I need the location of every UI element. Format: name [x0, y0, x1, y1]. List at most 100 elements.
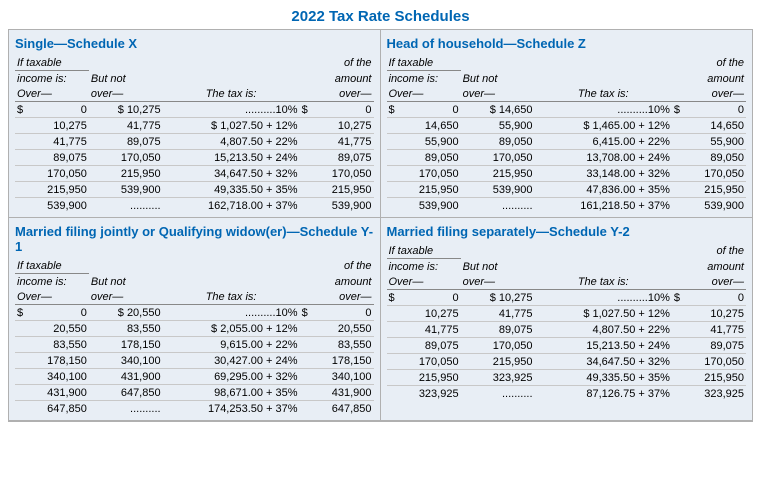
currency-symbol [15, 321, 26, 337]
over-to: 340,100 [99, 353, 162, 369]
currency-symbol [300, 134, 311, 150]
amount-over: 10,275 [310, 118, 373, 134]
hdr-income-is: income is: [387, 259, 461, 275]
tax-formula: 161,218.50 + 37% [535, 198, 672, 214]
currency-symbol [672, 370, 683, 386]
amount-over: 340,100 [310, 369, 373, 385]
over-to: .......... [99, 401, 162, 417]
table-row: 20,550 83,550 $ 2,055.00 + 12% 20,550 [15, 321, 374, 337]
over-to: 431,900 [99, 369, 162, 385]
currency-symbol [89, 182, 100, 198]
currency-symbol [300, 369, 311, 385]
tax-formula: 15,213.50 + 24% [163, 150, 300, 166]
table-row: 170,050 215,950 34,647.50 + 32% 170,050 [15, 166, 374, 182]
hdr-over3: over— [672, 274, 746, 290]
over-from: 0 [26, 102, 89, 118]
amount-over: 89,050 [683, 150, 746, 166]
table-row: 89,075 170,050 15,213.50 + 24% 89,075 [387, 338, 747, 354]
over-to: 215,950 [99, 166, 162, 182]
tax-table: If taxable of the income is: But not amo… [387, 243, 747, 401]
tax-formula: 47,836.00 + 35% [535, 182, 672, 198]
currency-symbol [461, 102, 472, 118]
currency-symbol [672, 322, 683, 338]
over-to: $ 14,650 [471, 102, 534, 118]
tax-formula: ..........10% [163, 102, 300, 118]
currency-symbol [672, 182, 683, 198]
hdr-over3: over— [300, 86, 374, 102]
over-from: 170,050 [397, 166, 460, 182]
hdr-over2: over— [89, 86, 163, 102]
table-row: $ 0 $ 20,550 ..........10% $ 0 [15, 305, 374, 321]
hdr-amount: amount [300, 71, 374, 87]
currency-symbol [461, 306, 472, 322]
currency-symbol [461, 322, 472, 338]
tax-formula: 98,671.00 + 35% [163, 385, 300, 401]
over-from: 178,150 [26, 353, 89, 369]
currency-symbol: $ [300, 305, 311, 321]
hdr-of-the: of the [672, 55, 746, 71]
table-row: 89,075 170,050 15,213.50 + 24% 89,075 [15, 150, 374, 166]
currency-symbol [387, 134, 398, 150]
currency-symbol [387, 322, 398, 338]
currency-symbol [461, 386, 472, 402]
amount-over: 0 [683, 290, 746, 306]
amount-over: 55,900 [683, 134, 746, 150]
amount-over: 178,150 [310, 353, 373, 369]
over-to: 215,950 [471, 354, 534, 370]
currency-symbol [15, 166, 26, 182]
currency-symbol [89, 305, 100, 321]
hdr-but-not: But not [89, 71, 163, 87]
over-to: 539,900 [99, 182, 162, 198]
table-row: 89,050 170,050 13,708.00 + 24% 89,050 [387, 150, 747, 166]
tax-formula: 4,807.50 + 22% [535, 322, 672, 338]
tax-formula: 174,253.50 + 37% [163, 401, 300, 417]
tax-formula: 34,647.50 + 32% [163, 166, 300, 182]
hdr-over1: Over— [387, 274, 461, 290]
tax-formula: ..........10% [535, 102, 672, 118]
hdr-over1: Over— [15, 289, 89, 305]
currency-symbol [300, 150, 311, 166]
currency-symbol [89, 118, 100, 134]
schedule-title: Head of household—Schedule Z [387, 34, 747, 55]
tax-table: If taxable of the income is: But not amo… [387, 55, 747, 213]
over-from: 0 [397, 102, 460, 118]
hdr-of-the: of the [300, 258, 374, 274]
currency-symbol [89, 150, 100, 166]
currency-symbol [89, 385, 100, 401]
amount-over: 170,050 [683, 166, 746, 182]
over-from: 431,900 [26, 385, 89, 401]
over-from: 170,050 [26, 166, 89, 182]
over-from: 539,900 [397, 198, 460, 214]
table-row: 431,900 647,850 98,671.00 + 35% 431,900 [15, 385, 374, 401]
over-to: 170,050 [99, 150, 162, 166]
currency-symbol [387, 306, 398, 322]
currency-symbol [89, 166, 100, 182]
hdr-income-is: income is: [15, 274, 89, 290]
over-from: 10,275 [397, 306, 460, 322]
amount-over: 41,775 [310, 134, 373, 150]
currency-symbol [387, 150, 398, 166]
hdr-over3: over— [672, 86, 746, 102]
amount-over: 89,075 [310, 150, 373, 166]
amount-over: 170,050 [683, 354, 746, 370]
over-to: 55,900 [471, 118, 534, 134]
amount-over: 170,050 [310, 166, 373, 182]
currency-symbol [89, 198, 100, 214]
currency-symbol: $ [300, 102, 311, 118]
currency-symbol [461, 134, 472, 150]
over-from: 89,050 [397, 150, 460, 166]
over-to: 178,150 [99, 337, 162, 353]
over-from: 340,100 [26, 369, 89, 385]
hdr-over2: over— [461, 274, 535, 290]
table-row: 83,550 178,150 9,615.00 + 22% 83,550 [15, 337, 374, 353]
hdr-but-not: But not [461, 259, 535, 275]
tax-formula: ..........10% [163, 305, 300, 321]
hdr-tax-is: The tax is: [535, 86, 672, 102]
currency-symbol [461, 118, 472, 134]
currency-symbol [89, 134, 100, 150]
amount-over: 0 [683, 102, 746, 118]
currency-symbol [672, 134, 683, 150]
amount-over: 20,550 [310, 321, 373, 337]
tax-formula: 33,148.00 + 32% [535, 166, 672, 182]
hdr-but-not: But not [89, 274, 163, 290]
